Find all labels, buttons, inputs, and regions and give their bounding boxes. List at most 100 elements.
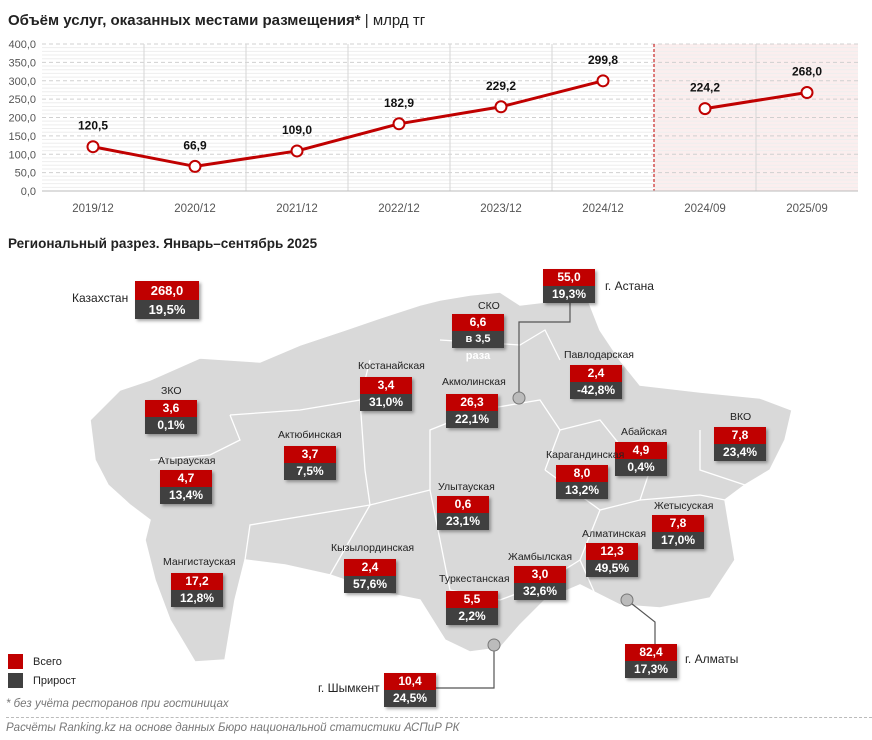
region-label: Актюбинская bbox=[278, 429, 342, 441]
growth-value: 17,3% bbox=[625, 661, 677, 678]
region-box: 3,0 32,6% bbox=[514, 566, 566, 600]
total-value: 2,4 bbox=[570, 365, 622, 382]
region-box: 3,6 0,1% bbox=[145, 400, 197, 434]
total-value: 5,5 bbox=[446, 591, 498, 608]
y-tick-label: 250,0 bbox=[8, 94, 36, 106]
region-box: 7,8 23,4% bbox=[714, 427, 766, 461]
x-tick-label: 2020/12 bbox=[174, 203, 216, 215]
data-point bbox=[188, 159, 202, 173]
region-label: СКО bbox=[478, 300, 500, 312]
region-label: Абайская bbox=[621, 426, 668, 438]
data-label: 268,0 bbox=[792, 65, 822, 79]
region-box: 4,9 0,4% bbox=[615, 442, 667, 476]
region-box: 55,0 19,3% bbox=[543, 269, 595, 303]
divider bbox=[6, 717, 872, 718]
total-value: 8,0 bbox=[556, 465, 608, 482]
region-label: Туркестанская bbox=[439, 573, 510, 585]
x-tick-label: 2025/09 bbox=[786, 203, 828, 215]
y-tick-label: 300,0 bbox=[8, 76, 36, 88]
growth-value: в 3,5 раза bbox=[452, 331, 504, 362]
total-value: 10,4 bbox=[384, 673, 436, 690]
legend-label: Всего bbox=[33, 655, 62, 668]
total-value: 268,0 bbox=[135, 281, 199, 300]
region-label: Мангистауская bbox=[163, 556, 236, 568]
kazakhstan-box: 268,0 19,5% bbox=[135, 281, 199, 319]
region-box: 3,4 31,0% bbox=[360, 377, 412, 411]
region-label: Кызылординская bbox=[331, 542, 415, 554]
total-value: 26,3 bbox=[446, 394, 498, 411]
region-label: г. Астана bbox=[605, 279, 654, 293]
growth-value: 17,0% bbox=[652, 532, 704, 549]
kazakhstan-label: Казахстан bbox=[72, 291, 129, 305]
x-tick-label: 2019/12 bbox=[72, 203, 114, 215]
growth-value: 7,5% bbox=[284, 463, 336, 480]
region-label: ЗКО bbox=[161, 385, 182, 397]
data-label: 120,5 bbox=[78, 119, 108, 133]
data-label: 299,8 bbox=[588, 53, 618, 67]
region-box: 8,0 13,2% bbox=[556, 465, 608, 499]
data-point bbox=[800, 86, 814, 100]
data-point bbox=[392, 117, 406, 131]
total-value: 82,4 bbox=[625, 644, 677, 661]
chart-title: Объём услуг, оказанных местами размещени… bbox=[8, 12, 426, 29]
region-label: Акмолинская bbox=[442, 376, 506, 388]
region-label: Жамбылская bbox=[508, 551, 573, 563]
series-line bbox=[92, 79, 604, 168]
region-box: 3,7 7,5% bbox=[284, 446, 336, 480]
data-label: 224,2 bbox=[690, 81, 720, 95]
connectors bbox=[436, 302, 656, 689]
source-note: Расчёты Ranking.kz на основе данных Бюро… bbox=[6, 722, 460, 734]
region-box: 2,4 -42,8% bbox=[570, 365, 622, 399]
data-point bbox=[290, 144, 304, 158]
growth-value: 24,5% bbox=[384, 690, 436, 707]
total-value: 4,7 bbox=[160, 470, 212, 487]
y-tick-label: 350,0 bbox=[8, 57, 36, 69]
total-value: 3,0 bbox=[514, 566, 566, 583]
region-box: 82,4 17,3% bbox=[625, 644, 677, 678]
region-box: 0,6 23,1% bbox=[437, 496, 489, 530]
growth-value: 13,2% bbox=[556, 482, 608, 499]
region-label: Костанайская bbox=[358, 360, 425, 372]
data-label: 66,9 bbox=[183, 138, 207, 152]
region-label: Улытауская bbox=[438, 481, 495, 493]
growth-value: 19,5% bbox=[135, 300, 199, 319]
footnote: * без учёта ресторанов при гостиницах bbox=[6, 698, 229, 710]
growth-value: 23,4% bbox=[714, 444, 766, 461]
legend-swatch-growth bbox=[8, 673, 23, 688]
shymkent-marker bbox=[487, 638, 501, 652]
legend-growth: Прирост bbox=[8, 673, 76, 688]
region-label: г. Шымкент bbox=[318, 681, 380, 695]
x-tick-label: 2024/09 bbox=[684, 203, 726, 215]
y-tick-label: 200,0 bbox=[8, 113, 36, 125]
growth-value: 49,5% bbox=[586, 560, 638, 577]
region-label: Атырауская bbox=[158, 455, 216, 467]
data-point bbox=[698, 102, 712, 116]
region-box: 6,6 в 3,5 раза bbox=[452, 314, 504, 362]
total-value: 3,4 bbox=[360, 377, 412, 394]
legend-swatch-total bbox=[8, 654, 23, 669]
growth-value: 0,4% bbox=[615, 459, 667, 476]
data-label: 109,0 bbox=[282, 123, 312, 137]
unit-label: | млрд тг bbox=[364, 12, 426, 29]
total-value: 3,7 bbox=[284, 446, 336, 463]
growth-value: 57,6% bbox=[344, 576, 396, 593]
y-tick-label: 150,0 bbox=[8, 131, 36, 143]
data-label: 182,9 bbox=[384, 96, 414, 110]
growth-value: 2,2% bbox=[446, 608, 498, 625]
x-tick-label: 2022/12 bbox=[378, 203, 420, 215]
growth-value: 13,4% bbox=[160, 487, 212, 504]
growth-value: 12,8% bbox=[171, 590, 223, 607]
x-tick-label: 2023/12 bbox=[480, 203, 522, 215]
region-label: Павлодарская bbox=[564, 349, 634, 361]
x-tick-label: 2024/12 bbox=[582, 203, 624, 215]
region-label: ВКО bbox=[730, 411, 752, 423]
astana-marker bbox=[512, 391, 526, 405]
growth-value: 23,1% bbox=[437, 513, 489, 530]
region-label: Жетысуская bbox=[654, 500, 714, 512]
data-point bbox=[86, 140, 100, 154]
region-box: 2,4 57,6% bbox=[344, 559, 396, 593]
region-label: г. Алматы bbox=[685, 652, 739, 666]
region-box: 7,8 17,0% bbox=[652, 515, 704, 549]
data-label: 229,2 bbox=[486, 79, 516, 93]
